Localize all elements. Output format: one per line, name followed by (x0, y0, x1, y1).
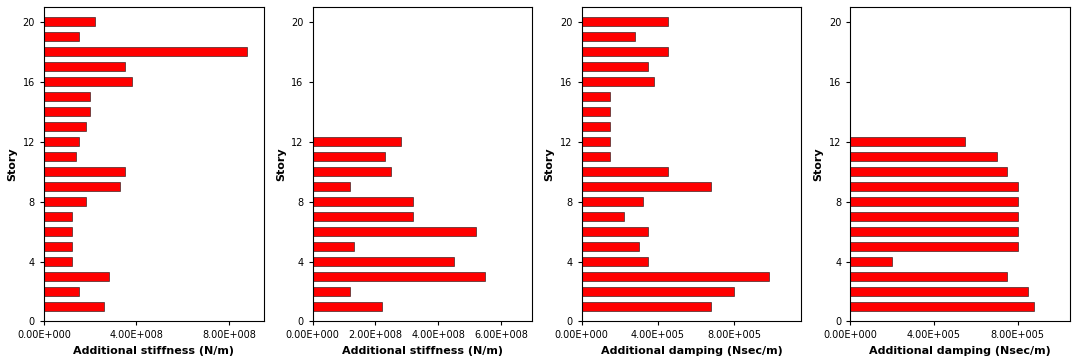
Bar (312, 197, 414, 206)
Bar (44, 62, 125, 72)
Bar (582, 242, 639, 251)
Bar (312, 152, 384, 161)
Bar (312, 212, 414, 221)
Bar (582, 257, 648, 266)
Bar (44, 122, 85, 131)
Bar (44, 242, 72, 251)
X-axis label: Additional stiffness (N/m): Additional stiffness (N/m) (342, 346, 503, 356)
Bar (44, 48, 248, 56)
Bar (582, 182, 712, 191)
Bar (851, 212, 1018, 221)
Bar (312, 242, 353, 251)
Bar (44, 32, 79, 41)
Bar (582, 302, 712, 311)
Y-axis label: Story: Story (276, 147, 285, 181)
Bar (44, 77, 131, 86)
Bar (312, 167, 391, 176)
Bar (44, 167, 125, 176)
Bar (44, 257, 72, 266)
Y-axis label: Story: Story (813, 147, 824, 181)
Bar (312, 302, 381, 311)
Bar (44, 107, 90, 116)
X-axis label: Additional stiffness (N/m): Additional stiffness (N/m) (73, 346, 235, 356)
Bar (44, 302, 104, 311)
Bar (312, 287, 350, 296)
Bar (312, 227, 476, 236)
Bar (582, 77, 654, 86)
Bar (582, 197, 643, 206)
Bar (44, 227, 72, 236)
Bar (851, 152, 997, 161)
X-axis label: Additional damping (Nsec/m): Additional damping (Nsec/m) (601, 346, 782, 356)
Bar (312, 137, 401, 146)
Bar (312, 182, 350, 191)
Bar (582, 152, 611, 161)
Bar (44, 272, 109, 281)
Bar (582, 122, 611, 131)
Y-axis label: Story: Story (545, 147, 555, 181)
Bar (582, 227, 648, 236)
Bar (582, 272, 769, 281)
Bar (851, 167, 1007, 176)
Bar (582, 167, 668, 176)
Bar (44, 17, 95, 26)
Bar (44, 197, 85, 206)
Bar (582, 62, 648, 72)
Bar (582, 92, 611, 101)
Bar (582, 32, 635, 41)
Bar (851, 182, 1018, 191)
Bar (44, 182, 121, 191)
Bar (582, 48, 668, 56)
Bar (851, 272, 1007, 281)
Bar (44, 152, 76, 161)
Bar (582, 137, 611, 146)
Bar (44, 287, 79, 296)
Y-axis label: Story: Story (6, 147, 17, 181)
Bar (582, 287, 735, 296)
Bar (582, 17, 668, 26)
Bar (582, 212, 624, 221)
Bar (851, 302, 1035, 311)
Bar (312, 257, 454, 266)
Bar (851, 287, 1029, 296)
Bar (44, 212, 72, 221)
Bar (851, 242, 1018, 251)
Bar (851, 197, 1018, 206)
Bar (582, 107, 611, 116)
Bar (851, 227, 1018, 236)
Bar (851, 257, 892, 266)
Bar (851, 137, 965, 146)
Bar (312, 272, 486, 281)
Bar (44, 92, 90, 101)
X-axis label: Additional damping (Nsec/m): Additional damping (Nsec/m) (869, 346, 1051, 356)
Bar (44, 137, 79, 146)
